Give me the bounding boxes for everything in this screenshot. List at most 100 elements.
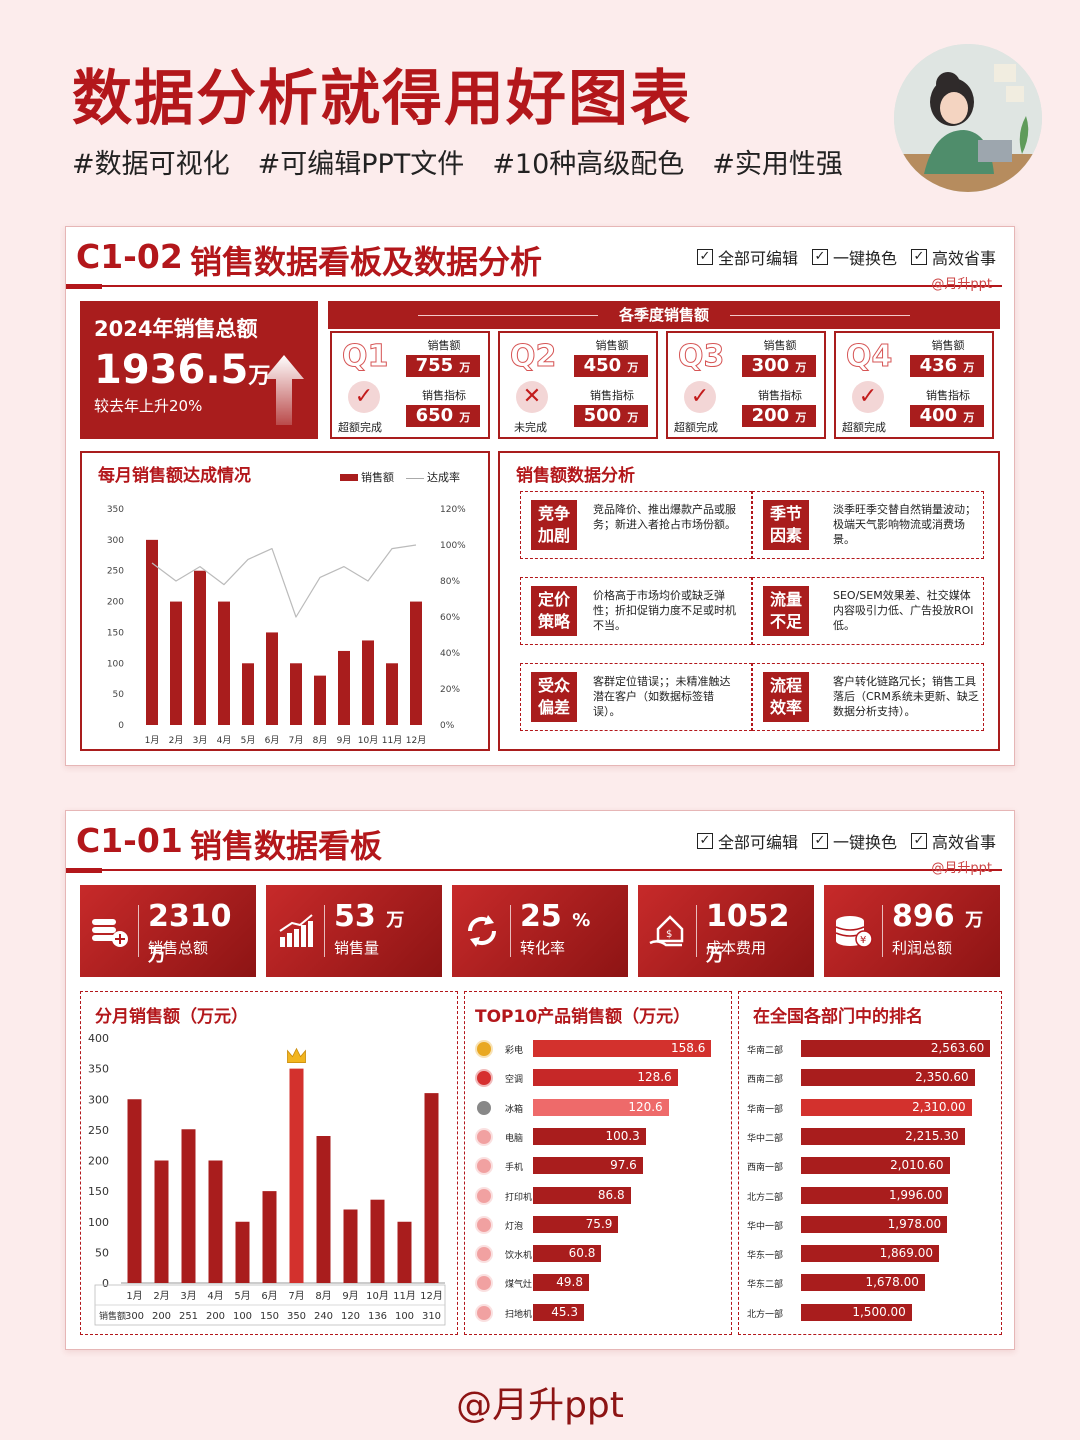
target-label: 销售指标 [422,389,466,402]
y-tick-label: 350 [88,1063,109,1076]
sales-label: 销售额 [595,339,629,352]
sales-value: 300 万 [742,355,816,377]
crown-icon [287,1047,306,1064]
bar: 2,010.60 [801,1157,950,1175]
author-credit: @月升ppt [931,277,992,292]
bar: 1,869.00 [801,1245,939,1263]
check-item: ✓ 一键换色 [811,245,897,269]
chart-legend: 销售额 达成率 [340,469,460,485]
target-label: 销售指标 [758,389,802,402]
monthly-sales-panel: 分月销售额（万元） 0 50 100 150 200 250 300 350 400 销售额 1月 3… [80,991,458,1335]
bar: 1,996.00 [801,1186,949,1204]
x-tick-label: 9月 [337,735,352,746]
check-item: ✓ 一键换色 [811,829,897,853]
title-rule-accent [66,868,102,873]
x-tick-label: 10月 [366,1290,389,1302]
checkbox-icon: ✓ [811,249,828,265]
factor-tag: 受众 偏差 [531,672,577,722]
card-title: 销售数据看板 [190,827,383,865]
bar: 158.6 [533,1040,712,1057]
x-tick-label: 12月 [420,1290,443,1302]
x-tick-label: 1月 [126,1290,142,1302]
bar: 1,678.00 [801,1274,925,1292]
factor-tag: 季节 因素 [763,500,809,550]
medal-icon [477,1042,491,1056]
bar [170,601,182,725]
row-label: 华南一部 [747,1104,784,1115]
kpi-label: 成本费用 [706,939,767,957]
row-label: 彩电 [505,1046,524,1056]
y-tick-label: 0 [118,721,124,731]
total-change: 较去年上升20% [94,397,203,415]
bar [410,601,422,725]
bar: 120.6 [533,1098,669,1116]
medal-icon [477,1159,491,1174]
check-item: ✓ 全部可编辑 [696,245,798,269]
bar [242,663,254,725]
x-tick-label: 5月 [241,735,256,746]
bar: 45.3 [533,1303,584,1321]
x-tick-label: 6月 [261,1290,277,1302]
page-title: 数据分析就得用好图表 [72,64,692,134]
svg-text:$: $ [666,929,672,940]
factor-tag: 定价 策略 [531,586,577,636]
dashboard-card-analysis: C1-02 销售数据看板及数据分析 ✓ 全部可编辑 ✓ 一键换色 ✓ 高效省事 @月升… [65,226,1015,766]
y-tick-label: 100 [88,1216,109,1229]
footer-credit: @月升ppt [456,1385,624,1426]
bar: 2,563.60 [801,1040,991,1057]
bar [314,675,326,725]
up-arrow-icon [264,355,304,425]
factor-text: 淡季旺季交替自然销量波动；极端天气影响物流或消费场景。 [833,503,976,546]
x-tick-label: 8月 [313,735,328,746]
factor-card: 季节 因素 淡季旺季交替自然销量波动；极端天气影响物流或消费场景。 [752,491,984,559]
checkbox-icon: ✓ [910,833,927,849]
bar [181,1129,196,1283]
y-tick-label: 150 [107,628,124,638]
kpi-cost: $ 1052 万 成本费用 [638,885,814,977]
bar [424,1093,439,1283]
kpi-value: 1052 万 [706,899,790,966]
table-value: 100 [233,1311,252,1322]
medal-icon [477,1188,491,1203]
checkbox-icon: ✓ [811,833,828,849]
target-value: 200 万 [742,405,816,427]
bar [397,1221,412,1283]
bar: 100.3 [533,1127,646,1145]
row-label: 华东一部 [747,1251,784,1262]
table-value: 120 [341,1311,360,1322]
kpi-label: 转化率 [520,939,566,957]
check-icon: ✓ [852,381,884,413]
feature-checks: ✓ 全部可编辑 ✓ 一键换色 ✓ 高效省事 [696,829,996,853]
checkbox-icon: ✓ [910,249,927,265]
factor-text: SEO/SEM效果差、社交媒体内容吸引力低、广告投放ROI低。 [833,589,974,632]
bar [127,1099,142,1283]
card-code: C1-02 [76,237,183,276]
y-tick-label: 250 [88,1124,109,1137]
y-tick-label: 100 [107,659,124,669]
table-value: 251 [179,1311,198,1322]
x-tick-label: 10月 [358,735,378,746]
row-label: 华中二部 [747,1133,784,1144]
row-label: 西南一部 [747,1163,784,1174]
ranking-panel: 在全国各部门中的排名 华南二部 2,563.60 西南二部 2,350.60 华南一部 2… [738,991,1002,1335]
bar [343,1209,358,1283]
x-tick-label: 8月 [315,1290,331,1302]
bar: 1,500.00 [801,1303,912,1321]
check-item: ✓ 高效省事 [910,829,996,853]
panel-title: 分月销售额（万元） [95,1007,248,1027]
y2-tick-label: 120% [440,505,466,515]
kpi-value: 53 万 [334,899,405,934]
bar: 128.6 [533,1069,678,1087]
y2-tick-label: 100% [440,541,466,551]
sales-label: 销售额 [931,339,965,352]
kpi-label: 销售总额 [148,939,209,957]
quarter-status: 超额完成 [842,421,886,434]
x-tick-label: 12月 [406,735,426,746]
bar: 2,215.30 [801,1127,965,1145]
row-label: 扫地机 [505,1309,533,1320]
x-tick-label: 7月 [289,735,304,746]
factor-card: 定价 策略 价格高于市场均价或缺乏弹性；折扣促销力度不足或时机不当。 [520,577,752,645]
tag-list: #数据可视化 #可编辑PPT文件 #10种高级配色 #实用性强 [72,142,843,181]
y-tick-label: 350 [107,505,124,515]
rate-line [151,544,417,618]
